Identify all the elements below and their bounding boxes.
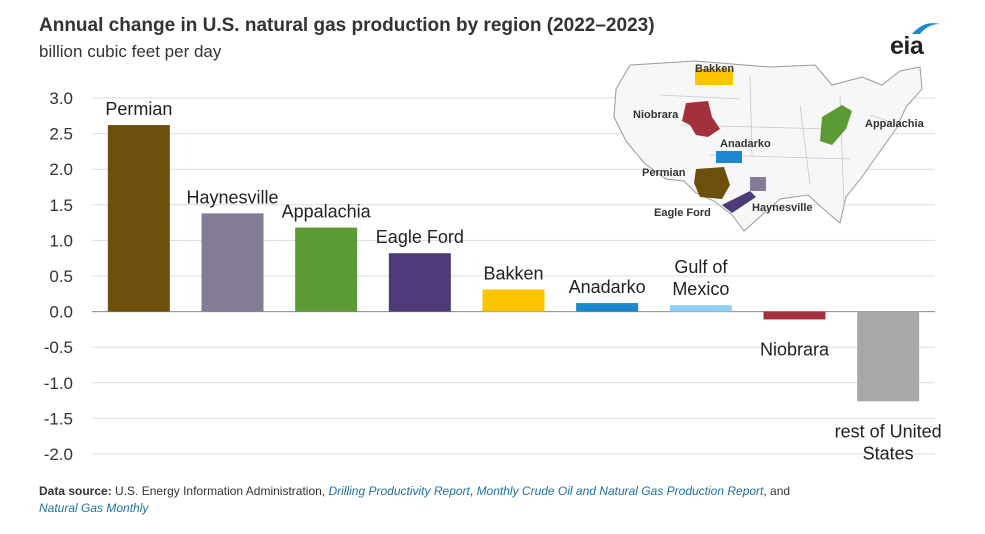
map-region-eagle-ford [722, 191, 756, 213]
category-label: Appalachia [282, 202, 372, 222]
chart-subtitle: billion cubic feet per day [39, 42, 222, 61]
eia-swoosh-icon [912, 23, 940, 34]
map-region-niobrara [682, 101, 720, 137]
map-label-bakken: Bakken [695, 63, 735, 75]
data-source-note: Data source: U.S. Energy Information Adm… [39, 483, 939, 517]
y-tick-label: 2.0 [49, 160, 73, 179]
y-tick-label: 0.5 [49, 267, 73, 286]
y-tick-label: 1.0 [49, 231, 73, 250]
bar [669, 305, 732, 312]
category-label: rest of United [835, 421, 942, 441]
source-separator: , [469, 484, 474, 498]
map-label-permian: Permian [642, 167, 686, 179]
y-tick-label: 2.5 [49, 125, 73, 144]
map-label-niobrara: Niobrara [633, 109, 679, 121]
map-region-haynesville [750, 177, 766, 191]
y-tick-label: -1.0 [44, 374, 73, 393]
y-tick-label: -2.0 [44, 445, 73, 464]
bar [388, 253, 451, 312]
category-label: Permian [105, 99, 172, 119]
bar [857, 311, 920, 402]
us-map-outline [613, 60, 923, 232]
bar [576, 303, 639, 312]
map-label-eagle-ford: Eagle Ford [654, 207, 711, 219]
category-label: States [863, 443, 914, 463]
category-label: Gulf of [674, 257, 728, 277]
link-drilling-productivity-report[interactable]: Drilling Productivity Report [328, 484, 470, 498]
map-region-anadarko [716, 151, 742, 163]
y-tick-label: -1.5 [44, 409, 73, 428]
y-tick-label: -0.5 [44, 338, 73, 357]
y-tick-label: 0.0 [49, 303, 73, 322]
link-natural-gas-monthly[interactable]: Natural Gas Monthly [39, 501, 149, 515]
source-label: Data source: [39, 484, 112, 498]
category-label: Niobrara [760, 339, 830, 359]
chart-title: Annual change in U.S. natural gas produc… [39, 15, 655, 36]
eia-logo-text: eia [890, 32, 924, 60]
bar [763, 311, 826, 320]
category-label: Anadarko [569, 277, 646, 297]
source-text-1: U.S. Energy Information Administration, [115, 484, 326, 498]
bar [295, 227, 358, 312]
category-label: Bakken [483, 264, 543, 284]
category-label: Mexico [672, 279, 729, 299]
category-label: Haynesville [186, 187, 278, 207]
link-monthly-crude-oil-report[interactable]: Monthly Crude Oil and Natural Gas Produc… [476, 484, 764, 498]
bar [482, 289, 545, 312]
eia-logo: eia [890, 18, 942, 60]
map-region-appalachia [820, 105, 852, 145]
source-text-2: , and [763, 484, 791, 498]
map-region-bakken [695, 69, 733, 85]
y-tick-label: 1.5 [49, 196, 73, 215]
us-region-map: Bakken Niobrara Anadarko Appalachia Perm… [600, 55, 945, 235]
map-label-haynesville: Haynesville [752, 202, 813, 214]
y-tick-label: 3.0 [49, 89, 73, 108]
category-label: Eagle Ford [376, 227, 464, 247]
map-label-appalachia: Appalachia [865, 118, 924, 130]
map-region-permian [694, 167, 730, 199]
bar [201, 213, 264, 312]
map-label-anadarko: Anadarko [720, 138, 771, 150]
bar [107, 125, 170, 312]
